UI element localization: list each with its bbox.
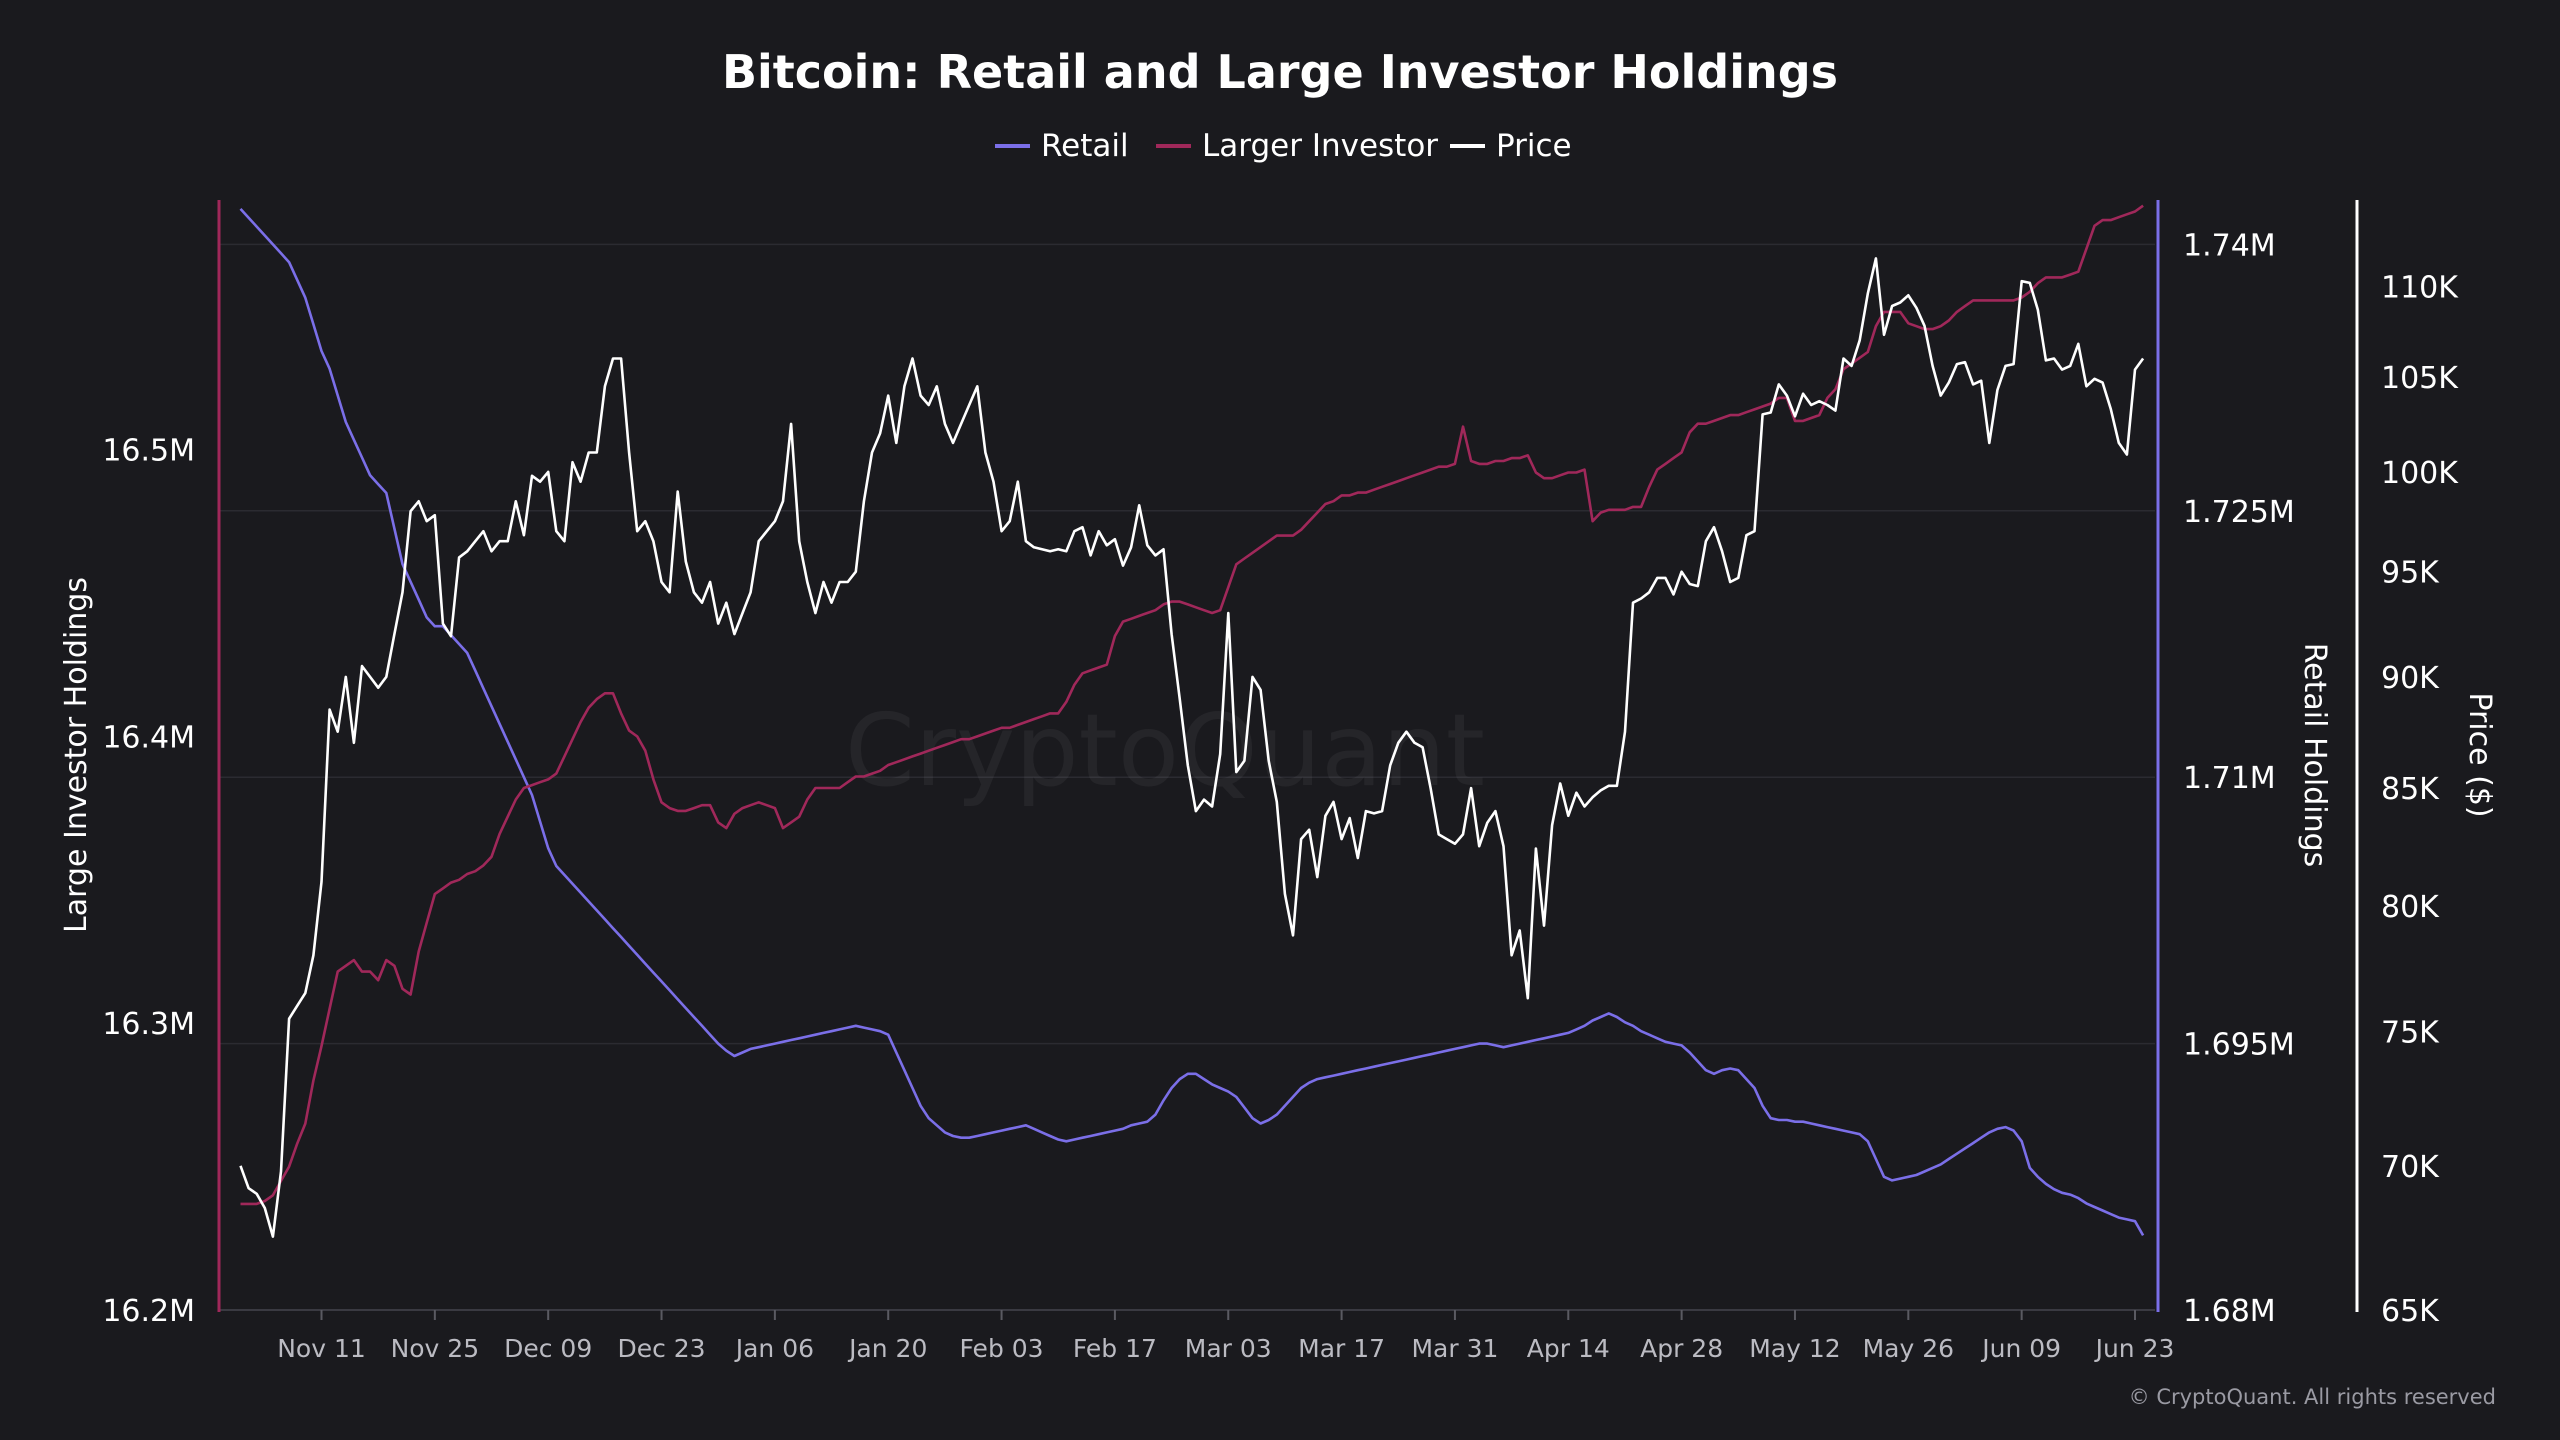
retail-axis-title: Retail Holdings [2297, 643, 2332, 868]
price-tick-label: 75K [2381, 1016, 2440, 1051]
legend-label: Retail [1041, 128, 1129, 164]
x-tick-label: Nov 11 [277, 1334, 366, 1363]
price-tick-label: 90K [2381, 661, 2440, 696]
price-tick-label: 80K [2381, 890, 2440, 925]
price-tick-label: 105K [2381, 361, 2459, 396]
legend-item-retail[interactable]: Retail [995, 128, 1129, 164]
x-tick-label: Feb 17 [1073, 1334, 1157, 1363]
retail-tick-label: 1.695M [2183, 1028, 2295, 1063]
copyright: © CryptoQuant. All rights reserved [2129, 1385, 2496, 1409]
left-tick-label: 16.5M [102, 434, 195, 469]
x-tick-label: Feb 03 [960, 1334, 1044, 1363]
price-tick-label: 70K [2381, 1150, 2440, 1185]
retail-tick-label: 1.74M [2183, 228, 2276, 263]
series-line-price [239, 257, 2145, 1238]
axes: Nov 11 Nov 25 Dec 09 Dec 23 Jan 06 Jan 20 Feb … [59, 200, 2497, 1363]
retail-tick-label: 1.71M [2183, 761, 2276, 796]
x-tick-label: Jan 06 [734, 1334, 814, 1363]
legend: Retail Larger Investor Price [995, 128, 1572, 164]
x-tick-label: May 26 [1863, 1334, 1954, 1363]
left-tick-label: 16.2M [102, 1294, 195, 1329]
x-tick-label: Jun 09 [1980, 1334, 2061, 1363]
legend-label: Larger Investor [1202, 128, 1438, 164]
x-tick-label: Jun 23 [2094, 1334, 2175, 1363]
chart-title: Bitcoin: Retail and Large Investor Holdi… [722, 45, 1838, 99]
gridlines [218, 243, 2155, 1045]
legend-item-price[interactable]: Price [1450, 128, 1572, 164]
x-tick-label: Jan 20 [847, 1334, 927, 1363]
x-tick-label: May 12 [1749, 1334, 1840, 1363]
price-axis-title: Price ($) [2462, 692, 2497, 817]
price-tick-label: 95K [2381, 556, 2440, 591]
left-tick-label: 16.3M [102, 1007, 195, 1042]
series-line-retail [239, 208, 2145, 1237]
price-tick-label: 110K [2381, 270, 2459, 305]
x-tick-label: Dec 09 [504, 1334, 592, 1363]
legend-item-larger-investor[interactable]: Larger Investor [1156, 128, 1438, 164]
x-tick-label: Mar 31 [1411, 1334, 1498, 1363]
left-axis-title: Large Investor Holdings [59, 577, 94, 933]
retail-tick-label: 1.725M [2183, 495, 2295, 530]
x-tick-label: Nov 25 [391, 1334, 480, 1363]
series-line-larger-investor [240, 204, 2144, 1206]
price-tick-label: 85K [2381, 772, 2440, 807]
price-tick-label: 65K [2381, 1294, 2440, 1329]
x-tick-label: Apr 28 [1640, 1334, 1723, 1363]
x-tick-label: Mar 17 [1298, 1334, 1385, 1363]
x-tick-label: Mar 03 [1185, 1334, 1272, 1363]
watermark: CryptoQuant [845, 692, 1485, 809]
legend-label: Price [1496, 128, 1572, 164]
x-tick-label: Dec 23 [617, 1334, 705, 1363]
series-lines [239, 204, 2145, 1238]
price-tick-label: 100K [2381, 456, 2459, 491]
retail-tick-label: 1.68M [2183, 1294, 2276, 1329]
x-tick-label: Apr 14 [1527, 1334, 1610, 1363]
left-tick-label: 16.4M [102, 720, 195, 755]
